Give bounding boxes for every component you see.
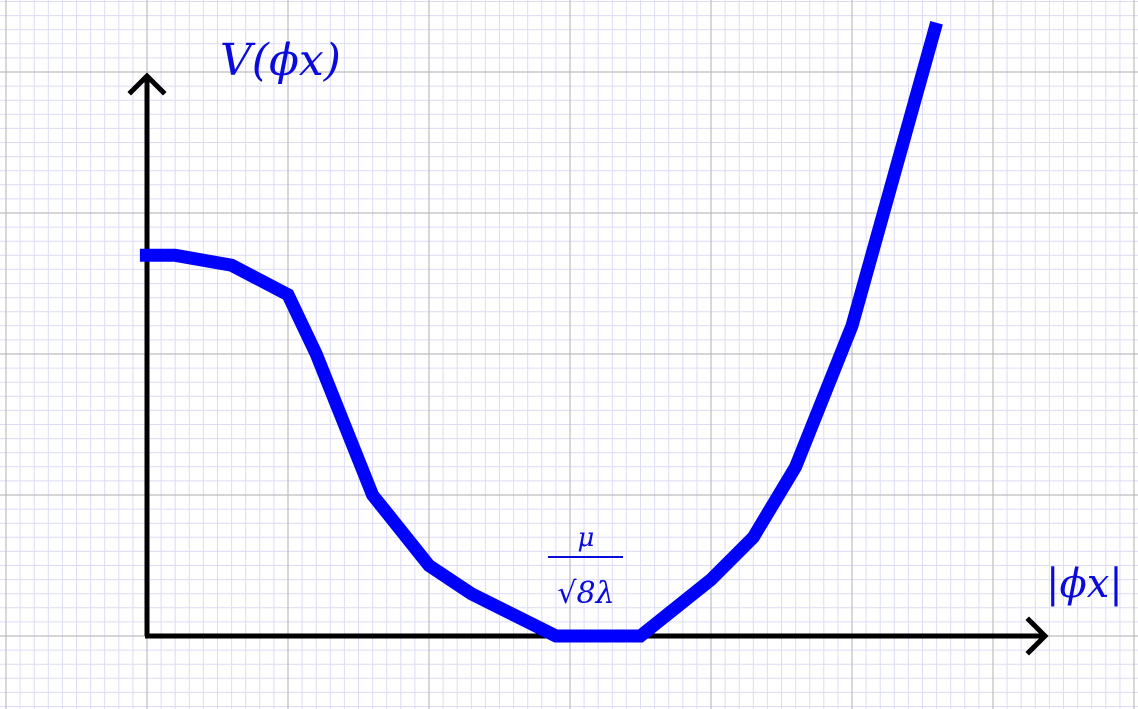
x-axis-arrowhead bbox=[1025, 616, 1049, 656]
minimum-label-denominator: √8λ bbox=[557, 576, 614, 611]
x-axis-label: |ϕx| bbox=[1046, 561, 1123, 607]
minimum-label: μ √8λ bbox=[548, 523, 623, 611]
potential-curve bbox=[139, 20, 943, 643]
y-axis-arrowhead bbox=[127, 72, 167, 96]
y-axis-label: V(ϕx) bbox=[220, 35, 341, 86]
minimum-label-numerator: μ bbox=[578, 523, 595, 553]
